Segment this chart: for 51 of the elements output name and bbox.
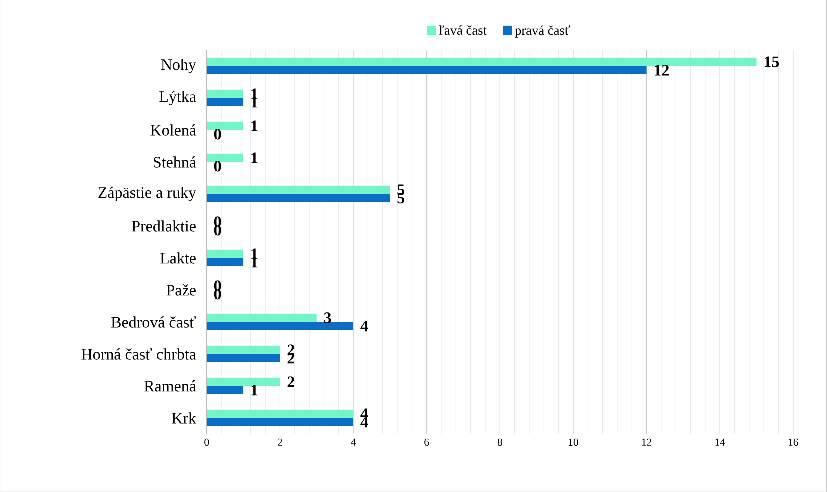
x-tick-label: 8 [498,438,502,446]
x-tick-label: 2 [278,438,282,446]
y-tick-label: Zápästie a ruky [98,186,196,202]
bar [206,378,280,386]
legend-label: ľavá čast [439,25,487,35]
bar [206,354,280,362]
bar [206,418,354,426]
bar [206,250,244,258]
x-tick-label: 10 [569,438,578,446]
x-tick-label: 16 [789,438,798,446]
data-label: 1 [252,120,258,132]
y-tick-label: Predlaktie [132,220,196,232]
y-tick-label: Ramená [144,380,196,392]
data-label: 4 [360,320,368,332]
y-tick-label: Nohy [161,58,196,74]
bar [206,314,317,322]
y-tick-label: Lakte [160,252,196,264]
legend-label: pravá časť [515,25,570,38]
bar [206,346,280,354]
bar [206,66,647,74]
y-tick-label: Bedrová časť [112,316,196,328]
bar [206,410,354,418]
x-tick-label: 4 [351,438,356,446]
x-tick-label: 14 [716,438,726,446]
x-tick-label: 0 [204,438,210,446]
bar [206,322,354,330]
y-tick-label: Krk [172,412,196,424]
data-label: 15 [764,56,780,68]
data-label: 0 [214,128,222,140]
y-tick-label: Lýtka [160,90,196,106]
data-label: 1 [252,384,258,396]
data-label: 2 [288,376,294,388]
bar [206,58,757,66]
bar [206,186,390,194]
data-label: 1 [252,152,258,164]
bar [206,90,244,98]
bar [206,194,390,202]
y-tick-label: Horná časť chrbta [82,348,196,360]
x-tick-label: 6 [424,438,430,446]
data-label: 3 [324,312,332,324]
x-tick-label: 12 [642,438,652,446]
data-label: 0 [214,160,222,172]
bar [206,98,244,106]
bar [206,258,244,266]
bar [206,386,244,394]
y-tick-label: Kolená [150,124,196,136]
y-tick-label: Stehná [154,156,196,168]
bar [206,122,244,130]
data-label: 12 [654,64,670,76]
bar [206,154,244,162]
y-tick-label: Paže [166,284,196,296]
